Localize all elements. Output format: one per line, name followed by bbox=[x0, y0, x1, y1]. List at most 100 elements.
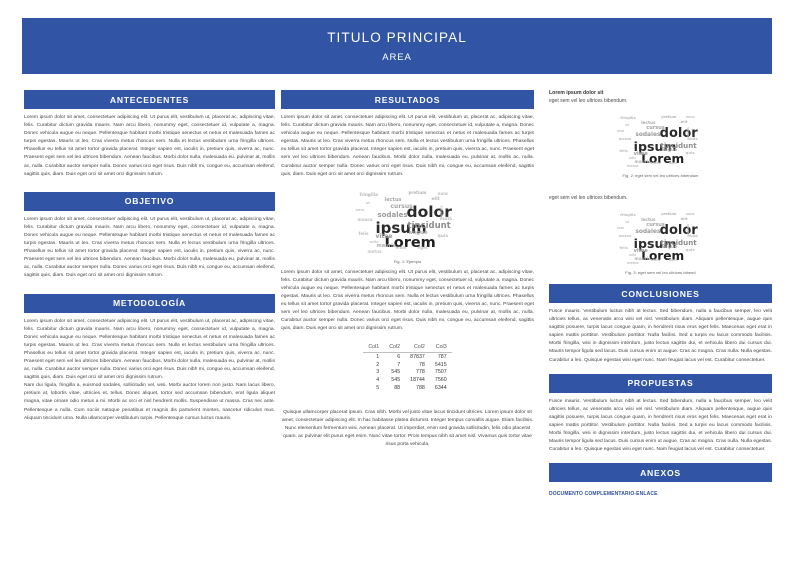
wordcloud-word: odio bbox=[628, 252, 637, 257]
wordcloud-word: Lorem bbox=[641, 152, 685, 167]
wordcloud-word: vitae bbox=[633, 247, 648, 254]
figure-1: dolor ipsum Lorem tincidunt sodales cursus lec… bbox=[281, 188, 534, 264]
wordcloud-word: dolor bbox=[659, 223, 698, 239]
figure-1-caption: Fig. 1: Ejemplo bbox=[393, 258, 422, 264]
table-cell: 3 bbox=[376, 369, 380, 376]
wordcloud-word: mauris bbox=[634, 255, 651, 261]
wordcloud-word: sodales bbox=[635, 132, 661, 139]
resultados-paragraph-3: Quisque ullamcorper placerat ipsum. Cras… bbox=[281, 409, 534, 448]
page-title: TITULO PRINCIPAL bbox=[327, 29, 467, 45]
wordcloud-word: tincidunt bbox=[660, 237, 697, 247]
section-header-conclusiones: CONCLUSIONES bbox=[549, 284, 772, 303]
wordcloud-word: massa bbox=[618, 137, 632, 142]
table-row: 3 545 778 7507 bbox=[363, 368, 451, 376]
wordcloud-word: lectus bbox=[384, 196, 402, 203]
section-header-objetivo: OBJETIVO bbox=[24, 191, 275, 211]
wordcloud-word: ut bbox=[625, 122, 630, 127]
wordcloud-word: cursus bbox=[646, 222, 665, 229]
wordcloud-word: nulla bbox=[439, 216, 453, 222]
wordcloud-image-3: dolor ipsum Lorem tincidunt sodales cursus lec… bbox=[609, 210, 713, 267]
wordcloud-image-2: dolor ipsum Lorem tincidunt sodales cursus lec… bbox=[609, 113, 713, 170]
wordcloud-word: massa bbox=[618, 234, 632, 239]
antecedentes-paragraph: Lorem ipsum dolor sit amet, consectetuer… bbox=[24, 115, 275, 177]
table-row: 1 6 87837 787 bbox=[363, 352, 451, 360]
column-middle: RESULTADOS Lorem ipsum dolor sit amet, c… bbox=[281, 90, 534, 449]
wordcloud-word: ipsum bbox=[633, 138, 677, 154]
wordcloud-word: sodales bbox=[377, 210, 408, 219]
wordcloud-word: sodales bbox=[635, 229, 661, 236]
section-header-metodologia: METODOLOGÍA bbox=[24, 293, 275, 313]
table-cell: 2 bbox=[376, 361, 380, 368]
table-cell: 4 bbox=[376, 377, 380, 384]
propuestas-paragraph: Fusce mauris. Vestibulum luctus nibh at … bbox=[549, 398, 772, 453]
wordcloud-word: sem bbox=[616, 225, 625, 230]
section-header-anexos: ANEXOS bbox=[549, 463, 772, 483]
table-row: 4 545 18744 7560 bbox=[363, 376, 451, 384]
metodologia-paragraph-1: Lorem ipsum dolor sit amet, consectetuer… bbox=[24, 318, 275, 381]
wordcloud-word: sem bbox=[616, 128, 625, 133]
wordcloud-word: fringilla bbox=[359, 191, 378, 197]
wordcloud-word: dolor bbox=[406, 202, 452, 221]
table-cell: 87837 bbox=[410, 353, 425, 360]
right-lead-subtitle: eget sem vel leo ultrices bibendum. bbox=[549, 98, 628, 104]
section-header-resultados: RESULTADOS bbox=[281, 90, 534, 109]
table-cell: 5 bbox=[376, 384, 380, 391]
wordcloud-word: lectus bbox=[641, 120, 656, 126]
wordcloud-word: varius bbox=[686, 127, 691, 139]
table-cell: 7507 bbox=[434, 369, 447, 376]
table-col-header: Col3 bbox=[429, 342, 452, 353]
wordcloud-word: lectus bbox=[641, 217, 656, 223]
wordcloud-word: enim bbox=[395, 244, 407, 250]
table-row: 5 88 788 6344 bbox=[363, 384, 451, 392]
figure-2: dolor ipsum Lorem tincidunt sodales cursus lec… bbox=[549, 113, 772, 178]
wordcloud-word: eget bbox=[417, 244, 428, 250]
wordcloud-word: quis bbox=[437, 233, 449, 239]
wordcloud-image-1: dolor ipsum Lorem tincidunt sodales cursus lec… bbox=[346, 188, 470, 256]
column-right: Lorem ipsum dolor sit eget sem vel leo u… bbox=[549, 90, 772, 500]
wordcloud-word: eget bbox=[668, 160, 678, 165]
table-cell: 88 bbox=[394, 384, 401, 391]
resultados-paragraph-1: Lorem ipsum dolor sit amet, consectetuer… bbox=[281, 115, 534, 177]
wordcloud-word: quis bbox=[685, 248, 695, 253]
wordcloud-word: nunc bbox=[437, 190, 449, 196]
conclusiones-paragraph: Fusce mauris. Vestibulum luctus nibh at … bbox=[549, 309, 772, 363]
wordcloud-word: fringilla bbox=[620, 116, 636, 121]
table-cell: 788 bbox=[416, 384, 425, 391]
table-col-header: Col1 bbox=[363, 342, 385, 353]
wordcloud-word: Lorem bbox=[641, 249, 685, 264]
wordcloud-word: Lorem bbox=[384, 234, 436, 251]
wordcloud-word: nunc bbox=[685, 212, 695, 217]
wordcloud-word: tincidunt bbox=[407, 220, 451, 231]
wordcloud-word: sem bbox=[355, 206, 365, 212]
wordcloud-word: pretium bbox=[408, 189, 427, 195]
wordcloud-word: dolor bbox=[659, 126, 698, 142]
table-cell: 545 bbox=[391, 369, 401, 376]
wordcloud-word: eget bbox=[668, 257, 678, 262]
wordcloud-word: vitae bbox=[375, 232, 393, 240]
table-cell: 1 bbox=[376, 353, 380, 360]
anexo-document-link[interactable]: DOCUMENTO COMPLEMENTARIO-ENLACE bbox=[549, 491, 658, 498]
metodologia-paragraph-2: Nam dui ligula, fringilla a, euismod sod… bbox=[24, 383, 275, 421]
table-cell: 6 bbox=[397, 353, 401, 360]
wordcloud-word: ut bbox=[625, 219, 630, 224]
poster-title-banner: TITULO PRINCIPAL AREA bbox=[22, 18, 772, 74]
table-col-header: Col2 bbox=[384, 342, 406, 353]
wordcloud-word: augue bbox=[661, 148, 678, 154]
wordcloud-word: metus bbox=[626, 163, 639, 168]
wordcloud-word: ipsum bbox=[375, 218, 427, 237]
wordcloud-word: mauris bbox=[634, 158, 651, 164]
table-cell: 7560 bbox=[434, 377, 447, 384]
wordcloud-word: elit bbox=[431, 196, 440, 202]
wordcloud-word: varius bbox=[438, 205, 444, 219]
right-mid-note: eget sem vel leo ultrices bibendum. bbox=[549, 195, 628, 201]
wordcloud-word: pretium bbox=[661, 211, 677, 216]
wordcloud-word: odio bbox=[628, 155, 637, 160]
wordcloud-word: nulla bbox=[687, 234, 698, 239]
wordcloud-word: elit bbox=[680, 217, 688, 222]
wordcloud-word: quis bbox=[685, 151, 695, 156]
section-header-antecedentes: ANTECEDENTES bbox=[24, 90, 275, 109]
wordcloud-word: elit bbox=[680, 120, 688, 125]
table-cell: 778 bbox=[416, 369, 425, 376]
wordcloud-word: vitae bbox=[633, 150, 648, 157]
